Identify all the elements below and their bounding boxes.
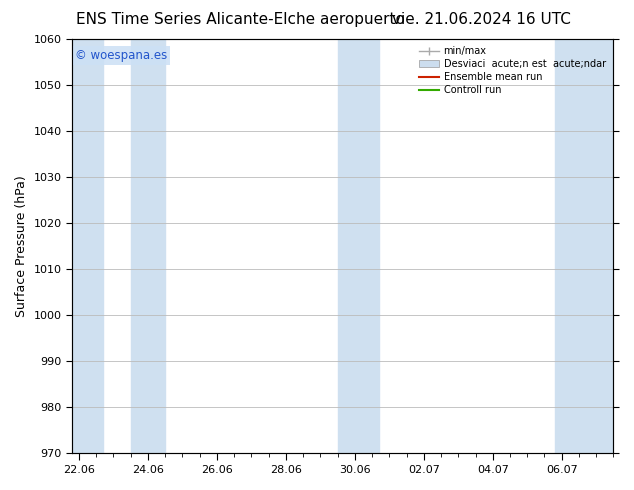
Text: © woespana.es: © woespana.es bbox=[75, 49, 167, 62]
Bar bbox=[555, 39, 614, 453]
Y-axis label: Surface Pressure (hPa): Surface Pressure (hPa) bbox=[15, 175, 28, 317]
Bar bbox=[337, 39, 379, 453]
Legend: min/max, Desviaci  acute;n est  acute;ndar, Ensemble mean run, Controll run: min/max, Desviaci acute;n est acute;ndar… bbox=[417, 44, 609, 98]
Text: ENS Time Series Alicante-Elche aeropuerto: ENS Time Series Alicante-Elche aeropuert… bbox=[77, 12, 405, 27]
Bar bbox=[131, 39, 165, 453]
Bar bbox=[72, 39, 103, 453]
Text: vie. 21.06.2024 16 UTC: vie. 21.06.2024 16 UTC bbox=[392, 12, 571, 27]
